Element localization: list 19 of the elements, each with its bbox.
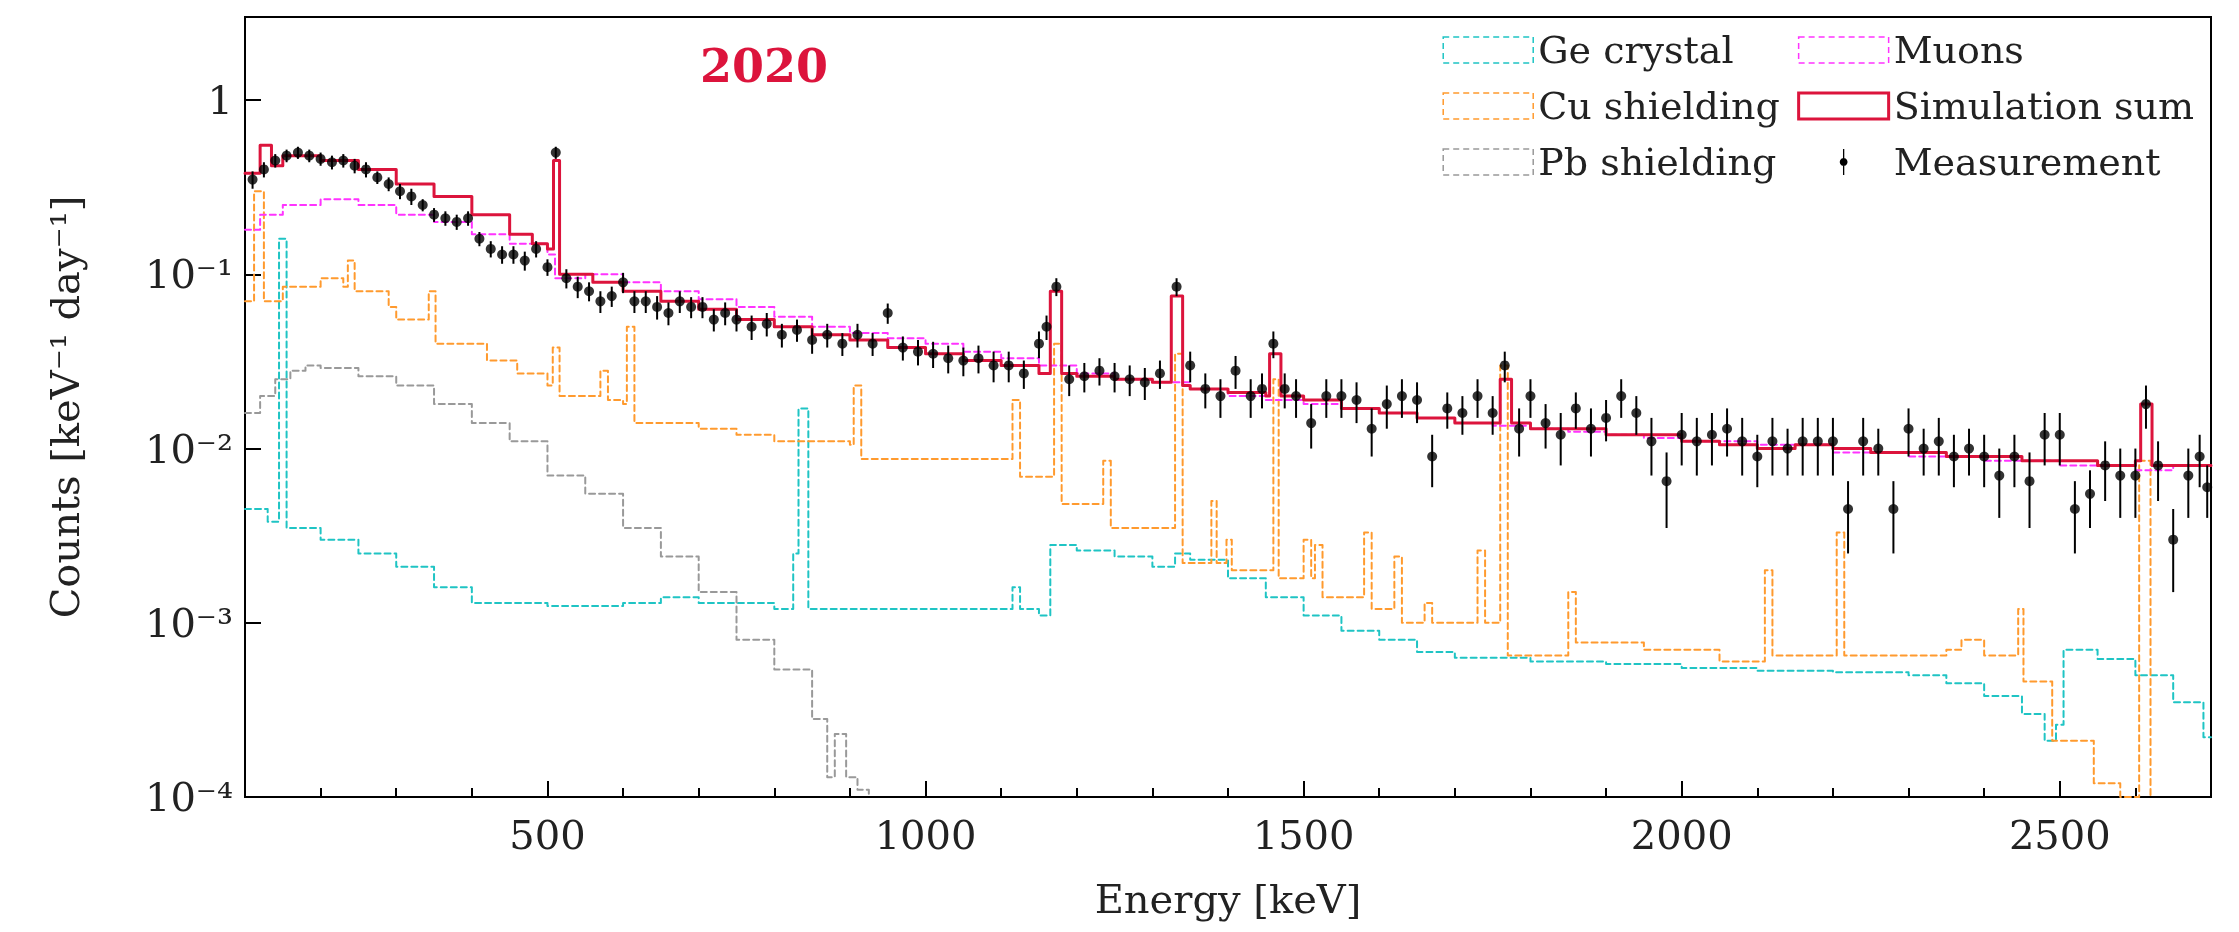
x-tick-label: 500 — [509, 812, 586, 858]
y-axis-title: Counts [keV⁻¹ day⁻¹] — [42, 195, 88, 619]
legend-label: Simulation sum — [1893, 84, 2195, 128]
y-tick-label: 10⁻⁴ — [144, 774, 233, 820]
y-tick-label: 1 — [207, 77, 233, 124]
legend-label: Pb shielding — [1538, 140, 1777, 184]
y-tick-label: 10⁻² — [144, 425, 233, 472]
x-tick-label: 1000 — [874, 812, 977, 858]
x-axis-title: Energy [keV] — [1094, 876, 1362, 922]
x-tick-label: 1500 — [1252, 812, 1355, 858]
x-tick-label: 2500 — [2008, 812, 2111, 858]
legend-label: Ge crystal — [1538, 28, 1734, 72]
legend-label: Measurement — [1893, 140, 2161, 184]
y-tick-label: 10⁻³ — [144, 599, 233, 646]
y-tick-label: 10⁻¹ — [144, 251, 233, 298]
text: 2020 — [700, 39, 829, 93]
x-tick-label: 2000 — [1630, 812, 1733, 858]
legend-label: Muons — [1893, 28, 2024, 72]
legend-label: Cu shielding — [1538, 84, 1780, 128]
